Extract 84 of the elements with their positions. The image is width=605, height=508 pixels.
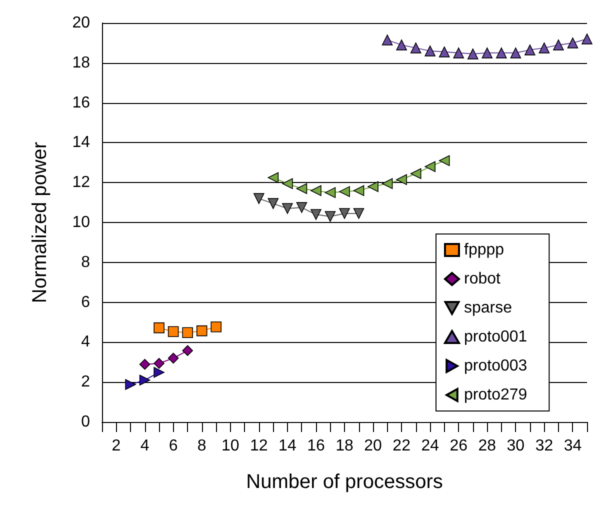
point	[268, 172, 279, 184]
x-tick-label: 28	[478, 438, 496, 454]
x-tick-label: 18	[336, 438, 354, 454]
point	[154, 322, 164, 334]
x-tick-label: 30	[506, 438, 525, 454]
point	[510, 48, 522, 58]
point	[353, 208, 364, 219]
y-tick-label: 20	[72, 14, 90, 32]
point	[296, 202, 308, 213]
y-tick-label: 2	[81, 374, 90, 391]
point	[324, 187, 336, 198]
y-tick-label: 0	[81, 414, 90, 430]
point	[324, 211, 336, 222]
x-tick-label: 2	[112, 438, 121, 454]
point	[310, 185, 322, 196]
point	[125, 379, 136, 390]
point	[582, 34, 592, 44]
point	[210, 321, 222, 332]
point	[482, 48, 493, 58]
legend-label: robot	[464, 270, 502, 288]
x-tick-label: 14	[278, 438, 296, 454]
x-tick-label: 20	[364, 438, 382, 454]
legend-label: sparse	[464, 300, 512, 316]
point	[154, 366, 164, 378]
x-tick-label: 34	[564, 438, 582, 454]
x-tick-label: 6	[168, 438, 178, 454]
point	[353, 185, 364, 196]
x-tick-label: 26	[450, 438, 468, 454]
x-tick-label: 24	[421, 438, 440, 454]
x-tick-label: 32	[535, 438, 554, 454]
point	[496, 48, 507, 58]
x-tick-label: 8	[197, 438, 206, 454]
x-tick-label: 22	[392, 438, 411, 454]
point	[553, 40, 564, 50]
point	[182, 345, 193, 356]
y-tick-label: 8	[81, 254, 90, 271]
point	[139, 358, 150, 370]
point	[282, 203, 293, 214]
y-tick-label: 10	[72, 214, 90, 231]
y-tick-label: 6	[81, 294, 90, 311]
legend-label: proto001	[464, 328, 528, 346]
legend-label: fpppp	[464, 242, 504, 258]
y-axis-title: Normalized power	[29, 142, 51, 304]
point	[538, 42, 550, 54]
y-tick-label: 16	[72, 94, 90, 112]
point	[424, 161, 436, 172]
legend-label: proto003	[464, 358, 528, 374]
point	[438, 46, 450, 58]
point	[467, 48, 478, 60]
point	[453, 48, 464, 58]
point	[410, 168, 422, 180]
y-tick-label: 4	[81, 334, 90, 351]
point	[296, 183, 308, 194]
point	[139, 374, 150, 386]
legend-label: proto279	[464, 386, 528, 404]
point	[368, 181, 378, 192]
point	[410, 42, 422, 54]
point	[282, 178, 293, 189]
point	[168, 352, 179, 364]
x-tick-label: 12	[250, 438, 268, 454]
point	[567, 38, 578, 48]
point	[382, 178, 393, 189]
x-tick-label: 16	[307, 438, 325, 454]
point	[196, 325, 208, 336]
point	[339, 186, 350, 197]
point	[254, 193, 264, 204]
x-axis-title: Number of processors	[246, 471, 443, 493]
x-tick-label: 4	[140, 438, 150, 454]
x-tick-label: 10	[221, 438, 240, 454]
y-tick-label: 14	[72, 134, 90, 152]
point	[396, 40, 407, 50]
y-tick-label: 18	[72, 54, 90, 72]
point	[310, 209, 322, 220]
y-tick-label: 12	[72, 174, 90, 192]
point	[524, 44, 536, 56]
point	[339, 208, 350, 219]
point	[154, 358, 164, 369]
point	[424, 46, 436, 56]
point	[182, 327, 193, 338]
point	[396, 174, 407, 186]
point	[268, 198, 279, 209]
point	[438, 155, 450, 166]
point	[382, 34, 393, 46]
point	[168, 326, 179, 338]
